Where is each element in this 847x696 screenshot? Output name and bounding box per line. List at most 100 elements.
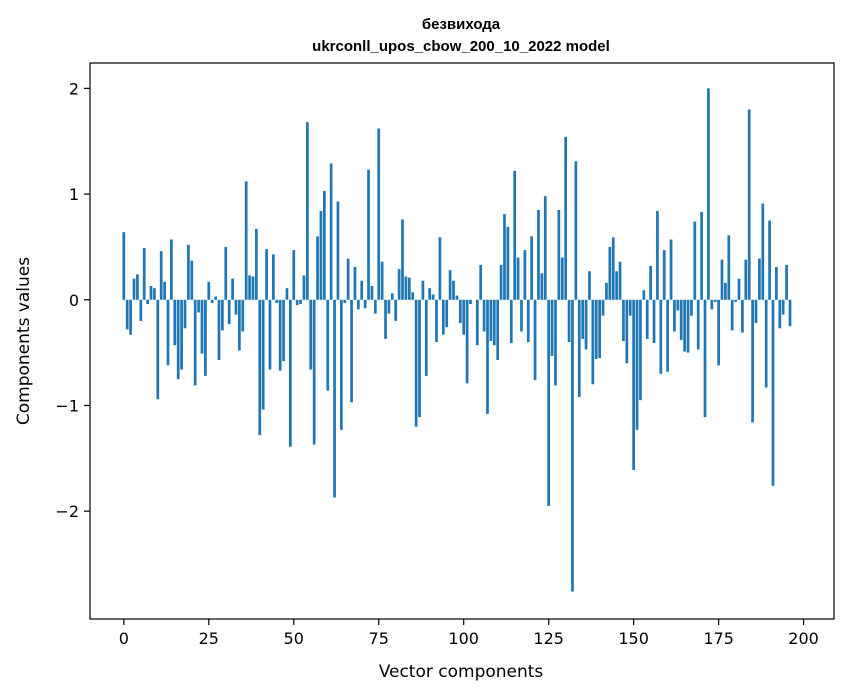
chart-title: безвихода [422,16,501,33]
bar [261,299,265,410]
bar [516,257,520,300]
bar [282,299,285,362]
bar [139,299,143,321]
bar [503,214,506,300]
bar [700,212,703,300]
bar [441,299,445,335]
bar [421,280,425,300]
bar [499,264,503,300]
bar [452,280,455,300]
bar [656,210,659,300]
bar [173,299,177,346]
bar [611,237,615,300]
bar [615,271,619,300]
bar [475,299,479,346]
bar [367,169,370,300]
bar [343,299,347,303]
x-tick-label: 0 [119,629,129,648]
bar [520,299,523,332]
bar [567,299,571,343]
bar [193,299,197,386]
bar [404,276,408,300]
bar [397,269,401,300]
bar [591,299,595,385]
bar [445,299,449,328]
bar [560,257,564,300]
bar [285,288,289,300]
x-tick-label: 75 [369,629,389,648]
bar [523,250,527,300]
bar [696,299,700,350]
bar [455,295,459,300]
bar [710,299,714,310]
bar [751,299,754,423]
bar [496,299,500,361]
bar [713,299,717,302]
bar [129,299,132,335]
bar [588,271,591,300]
x-tick-label: 150 [618,629,649,648]
bar [625,299,629,364]
bar [554,299,557,386]
bar [737,278,741,300]
bar [231,278,234,300]
bar [693,221,697,300]
bar [448,270,452,300]
y-axis-ticks: 2 1 0 −1 −2 [55,79,90,521]
bar [299,299,302,305]
bar [207,281,211,300]
bar [227,299,231,325]
bar [122,232,126,300]
y-tick-label: 1 [69,185,79,204]
bar [659,299,663,374]
bar [418,299,421,418]
bar [785,264,788,300]
bar [183,299,187,329]
bar [187,244,190,300]
bar [669,239,673,300]
bar [221,299,224,331]
bar [605,282,608,300]
chart-subtitle: ukrconll_upos_cbow_200_10_2022 model [312,38,610,55]
bar [717,299,720,366]
bar [577,299,581,398]
bar [458,299,462,324]
bar [758,258,761,300]
bar [526,299,530,343]
bar [149,286,153,300]
bar [673,299,676,332]
bar [747,109,751,300]
bar [730,299,734,331]
bar [788,299,792,327]
bar [428,288,432,300]
bar [142,247,146,300]
bar [652,299,656,344]
bar [764,299,768,388]
bar [316,236,319,300]
x-axis-ticks: 0 25 50 75 100 125 150 175 200 [119,619,819,648]
bar [238,299,241,351]
bar [329,163,333,300]
bar [265,249,268,300]
bar [166,299,170,366]
bar [438,237,442,300]
bar [628,299,632,316]
bar [336,201,340,300]
bar [170,239,173,300]
bar [686,299,690,353]
bar [159,251,163,300]
bar [163,281,166,300]
bar [414,299,418,427]
bar [156,299,160,400]
x-tick-label: 125 [533,629,564,648]
bar [676,299,680,311]
bar [513,170,517,300]
bar [356,299,360,310]
bar [258,299,262,436]
bar [350,299,353,403]
bar [598,299,602,358]
bar [489,299,493,341]
bar [618,261,622,300]
bar [210,299,214,303]
bar [594,299,598,359]
